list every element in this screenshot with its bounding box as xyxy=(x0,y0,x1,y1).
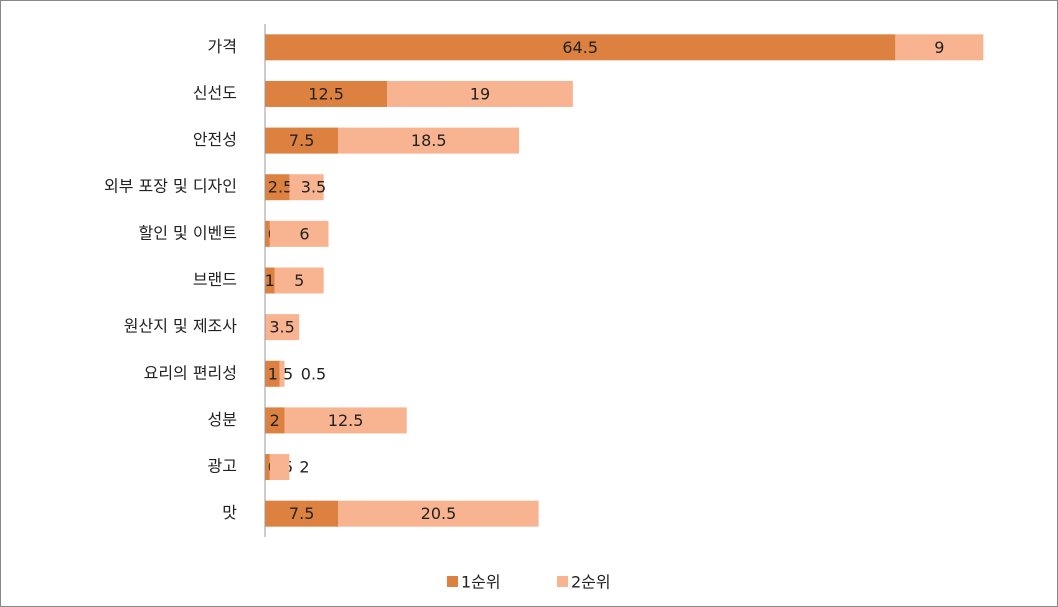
bar xyxy=(289,174,324,201)
data-label: 3.5 xyxy=(269,318,294,337)
bar xyxy=(265,314,300,341)
bar xyxy=(265,454,270,481)
y-tick-label: 할인 및 이벤트 xyxy=(139,223,238,242)
data-label: 20.5 xyxy=(421,504,457,523)
bar xyxy=(274,267,324,294)
y-tick-label: 신선도 xyxy=(193,83,237,102)
y-tick-label: 맛 xyxy=(222,503,237,522)
bar xyxy=(265,360,280,387)
bar xyxy=(265,174,290,201)
bar xyxy=(265,80,388,107)
data-label: 64.5 xyxy=(562,38,598,57)
bar xyxy=(387,80,573,107)
bar xyxy=(265,220,270,247)
bar xyxy=(269,220,329,247)
data-label: 2 xyxy=(299,458,309,477)
y-tick-label: 안전성 xyxy=(193,130,237,149)
bar xyxy=(265,34,896,61)
data-label: 2.5 xyxy=(268,178,293,197)
data-label: 12.5 xyxy=(328,411,364,430)
y-tick-label: 성분 xyxy=(208,410,237,429)
data-label: 18.5 xyxy=(411,131,447,150)
legend-label: 1순위 xyxy=(461,573,501,592)
bar xyxy=(265,127,339,154)
y-tick-label: 요리의 편리성 xyxy=(144,363,237,382)
data-label: 6 xyxy=(299,224,309,243)
data-label: 7.5 xyxy=(289,504,314,523)
y-tick-label: 가격 xyxy=(208,37,237,56)
y-tick-label: 외부 포장 및 디자인 xyxy=(104,177,237,196)
bar xyxy=(279,360,285,387)
data-label: 12.5 xyxy=(308,84,344,103)
data-label: 9 xyxy=(934,38,944,57)
legend-label: 2순위 xyxy=(571,573,611,592)
legend-swatch xyxy=(557,576,568,587)
legend-swatch xyxy=(447,576,458,587)
bar xyxy=(895,34,984,61)
data-label: 0.5 xyxy=(301,364,326,383)
bar xyxy=(338,500,539,527)
bar xyxy=(265,500,339,527)
data-label: 2 xyxy=(270,411,280,430)
bar xyxy=(269,454,290,481)
y-tick-label: 원산지 및 제조사 xyxy=(124,317,237,336)
y-tick-label: 브랜드 xyxy=(193,270,237,289)
data-label: 3.5 xyxy=(301,178,326,197)
y-tick-label: 광고 xyxy=(208,457,237,476)
data-label: 1 xyxy=(265,271,275,290)
bar xyxy=(338,127,520,154)
bar xyxy=(284,407,407,434)
data-label: 19 xyxy=(470,84,490,103)
bar xyxy=(265,267,275,294)
data-label: 5 xyxy=(294,271,304,290)
bar xyxy=(265,407,285,434)
data-label: 7.5 xyxy=(289,131,314,150)
